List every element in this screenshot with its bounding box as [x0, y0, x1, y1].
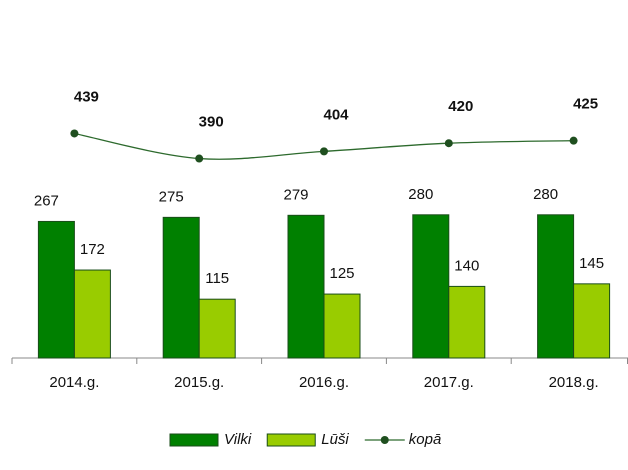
- line-marker: [70, 129, 79, 138]
- data-label: 172: [80, 241, 105, 258]
- bar: [573, 283, 611, 359]
- data-label: 280: [533, 186, 558, 203]
- data-label: 115: [205, 270, 229, 287]
- data-label: 404: [323, 106, 349, 123]
- data-label: 439: [74, 88, 99, 105]
- data-label: 267: [34, 192, 59, 209]
- legend-swatch: [266, 433, 316, 447]
- x-tick-label: 2014.g.: [49, 374, 99, 391]
- data-label: 420: [448, 98, 473, 115]
- bar: [198, 298, 236, 359]
- legend-label: Lūši: [321, 431, 349, 448]
- x-tick-label: 2017.g.: [424, 374, 474, 391]
- data-label: 280: [408, 186, 433, 203]
- bar: [162, 216, 200, 359]
- bar: [37, 220, 75, 359]
- line-marker: [444, 139, 453, 148]
- bar: [287, 214, 325, 359]
- bar: [537, 214, 575, 359]
- bar: [412, 214, 450, 359]
- bar: [73, 269, 111, 359]
- x-tick-label: 2018.g.: [549, 374, 599, 391]
- line-marker: [195, 154, 204, 163]
- data-label: 390: [199, 114, 224, 131]
- data-label: 275: [159, 188, 184, 205]
- legend-label: kopā: [409, 431, 442, 448]
- x-tick-label: 2015.g.: [174, 374, 224, 391]
- legend-swatch: [380, 436, 389, 444]
- line-marker: [320, 147, 328, 156]
- line-marker: [569, 136, 578, 145]
- data-label: 279: [283, 186, 308, 203]
- data-label: 425: [573, 96, 598, 113]
- x-tick-label: 2016.g.: [299, 374, 349, 391]
- data-label: 140: [454, 257, 479, 274]
- bar: [323, 293, 361, 359]
- bar: [448, 285, 486, 359]
- data-label: 125: [329, 265, 354, 282]
- legend-label: Vilki: [224, 431, 252, 448]
- data-label: 145: [579, 255, 604, 272]
- legend-swatch: [169, 433, 219, 447]
